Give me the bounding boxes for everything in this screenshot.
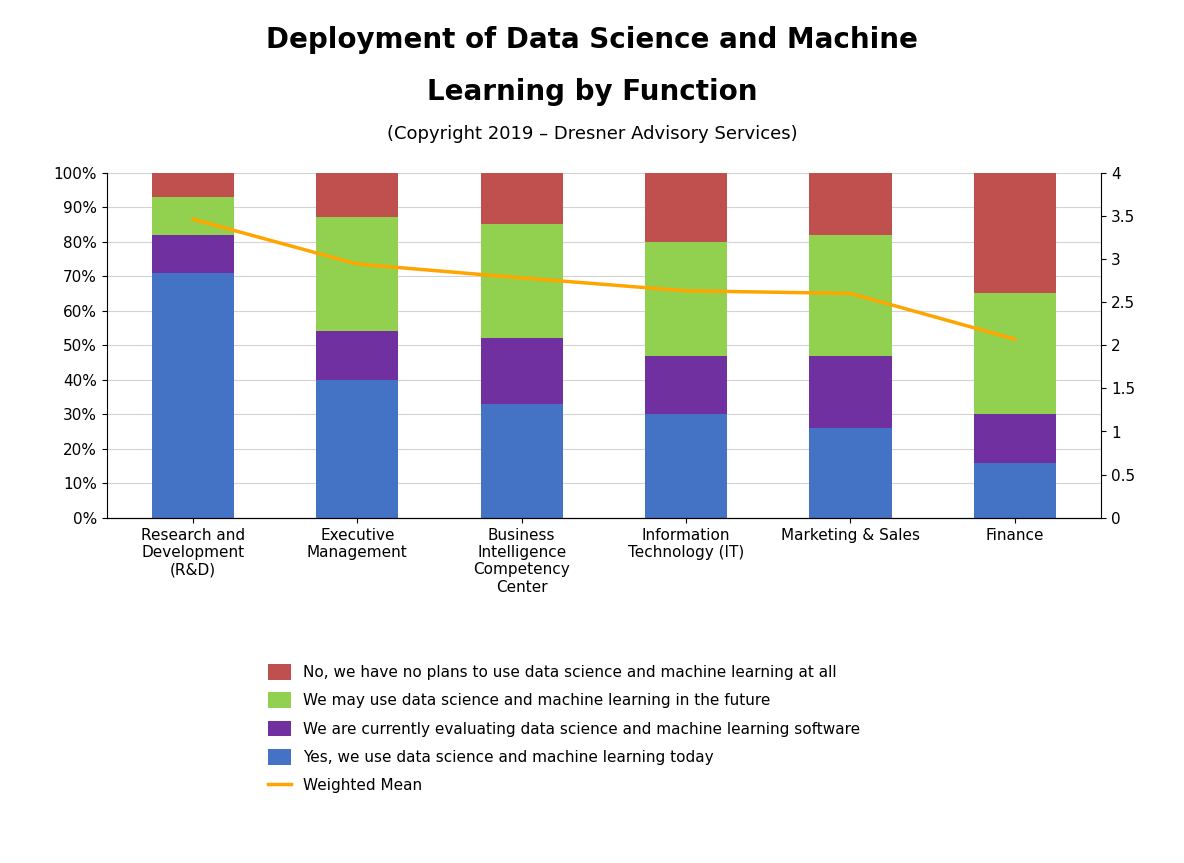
Bar: [973, 293, 1056, 414]
Bar: [810, 428, 892, 518]
Bar: [316, 173, 398, 217]
Text: Learning by Function: Learning by Function: [426, 78, 758, 105]
Bar: [316, 380, 398, 518]
Bar: [810, 173, 892, 235]
Bar: [152, 235, 234, 273]
Weighted Mean: [515, 273, 529, 283]
Bar: [481, 338, 562, 404]
Text: (Copyright 2019 – Dresner Advisory Services): (Copyright 2019 – Dresner Advisory Servi…: [387, 125, 797, 143]
Bar: [481, 404, 562, 518]
Bar: [810, 356, 892, 428]
Bar: [645, 242, 727, 356]
Bar: [645, 356, 727, 414]
Bar: [316, 331, 398, 380]
Bar: [481, 173, 562, 224]
Line: Weighted Mean: Weighted Mean: [193, 219, 1015, 339]
Text: Deployment of Data Science and Machine: Deployment of Data Science and Machine: [266, 26, 918, 54]
Bar: [810, 235, 892, 356]
Bar: [645, 173, 727, 242]
Bar: [481, 224, 562, 338]
Weighted Mean: [186, 214, 200, 224]
Bar: [152, 273, 234, 518]
Weighted Mean: [843, 288, 857, 299]
Weighted Mean: [678, 286, 693, 296]
Bar: [645, 414, 727, 518]
Bar: [973, 414, 1056, 463]
Bar: [152, 173, 234, 197]
Bar: [973, 463, 1056, 518]
Weighted Mean: [350, 259, 365, 269]
Bar: [973, 173, 1056, 293]
Legend: No, we have no plans to use data science and machine learning at all, We may use: No, we have no plans to use data science…: [260, 657, 868, 801]
Weighted Mean: [1008, 334, 1022, 344]
Bar: [152, 197, 234, 235]
Bar: [316, 217, 398, 331]
